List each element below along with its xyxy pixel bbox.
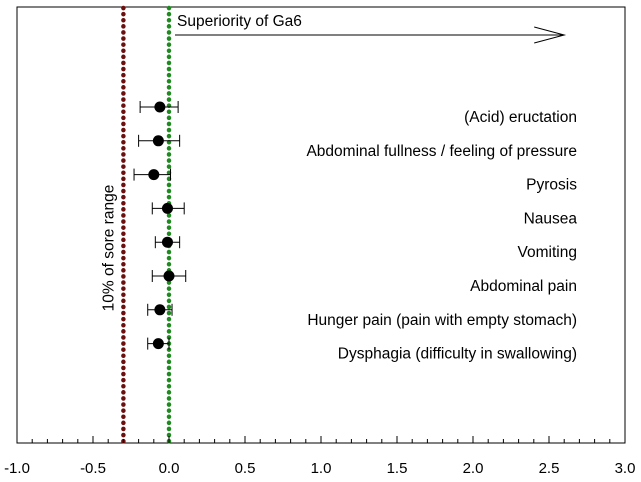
estimate-point [152, 338, 164, 350]
category-label: Abdominal fullness / feeling of pressure [306, 143, 577, 160]
x-tick-label: 2.5 [539, 460, 560, 477]
superiority-label: Superiority of Ga6 [177, 13, 302, 30]
superiority-arrow-head [534, 26, 567, 44]
category-label: (Acid) eructation [464, 109, 577, 126]
score-range-label: 10% of sore range [100, 185, 117, 312]
x-tick-label: 3.0 [615, 460, 636, 477]
category-label: Abdominal pain [470, 278, 577, 295]
estimate-point [154, 101, 166, 113]
estimate-point [161, 202, 173, 214]
x-tick-label: 0.0 [159, 460, 180, 477]
x-tick-label: 1.0 [311, 460, 332, 477]
category-label: Nausea [524, 210, 578, 227]
estimate-point [161, 236, 173, 248]
category-label: Hunger pain (pain with empty stomach) [307, 312, 577, 329]
estimate-point [148, 169, 160, 181]
x-tick-label: 0.5 [235, 460, 256, 477]
estimate-point [152, 135, 164, 147]
category-label: Dysphagia (difficulty in swallowing) [338, 346, 577, 363]
category-label: Pyrosis [526, 177, 577, 194]
x-tick-label: 2.0 [463, 460, 484, 477]
x-tick-label: 1.5 [387, 460, 408, 477]
category-label: Vomiting [518, 244, 577, 261]
estimate-point [154, 304, 166, 316]
x-tick-label: -1.0 [4, 460, 30, 477]
x-tick-label: -0.5 [80, 460, 106, 477]
estimate-point [163, 270, 175, 282]
